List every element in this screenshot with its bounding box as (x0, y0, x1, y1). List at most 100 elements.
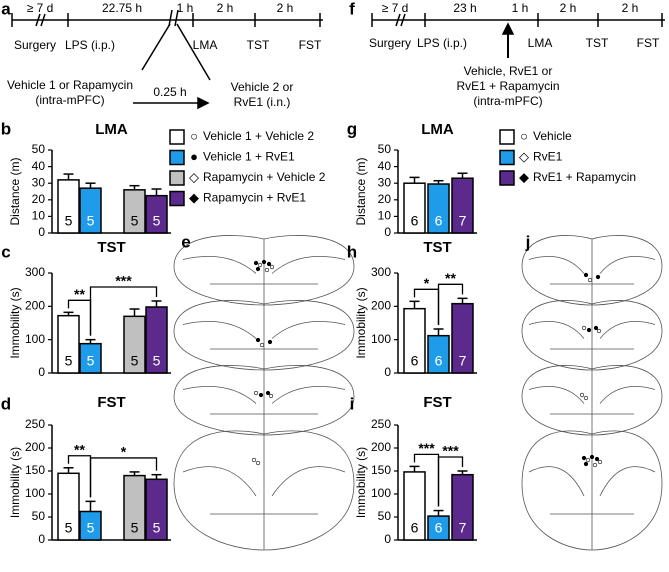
injection-site (265, 390, 271, 396)
y-tick-label: 50 (378, 509, 392, 523)
y-tick-label: 250 (371, 417, 391, 431)
significance-label: *** (115, 273, 132, 289)
injection-site (594, 456, 600, 462)
y-axis-label: Distance (m) (8, 157, 22, 225)
brain-section (521, 235, 663, 306)
time-label: 2 h (622, 1, 639, 15)
section-detail (182, 320, 346, 350)
legend-symbol: ◇ (189, 169, 199, 184)
treatment-label: Vehicle 1 or Rapamycin (7, 78, 133, 92)
n-label: 7 (459, 520, 467, 536)
injection-site (253, 260, 259, 266)
panel-letter: d (1, 394, 11, 413)
injection-site (596, 328, 602, 334)
legend-swatch (499, 170, 515, 186)
significance-label: ** (445, 270, 456, 286)
bar (79, 342, 102, 374)
legend-symbol: ◆ (519, 169, 529, 184)
treatment-label: (intra-mPFC) (35, 93, 104, 107)
n-label: 6 (411, 520, 419, 536)
y-tick-label: 300 (371, 265, 391, 279)
bar (123, 474, 146, 541)
n-label: 7 (459, 353, 467, 369)
panel-letter: j (525, 232, 531, 251)
y-tick-label: 0 (384, 365, 391, 379)
bar (451, 177, 474, 234)
significance-bracket (437, 456, 464, 507)
chart-title: LMA (95, 121, 128, 138)
chart-title: FST (97, 394, 125, 411)
significance-label: *** (418, 440, 435, 456)
y-tick-label: 50 (32, 142, 46, 156)
section-detail (528, 385, 656, 415)
significance-label: ** (74, 441, 85, 457)
panel-letter: h (347, 242, 357, 261)
injection-site (585, 457, 591, 463)
bar (403, 182, 426, 234)
y-tick-label: 200 (371, 299, 391, 313)
brain-section (173, 300, 355, 371)
panel-letter: g (347, 119, 357, 138)
treatment-label: RvE1 + Rapamycin (456, 79, 559, 93)
y-axis-label: Distance (m) (354, 157, 368, 225)
time-label: 22.75 h (102, 1, 142, 15)
legend-symbol: ◇ (519, 149, 529, 164)
treatment-label: (intra-mPFC) (473, 94, 542, 108)
y-tick-label: 30 (32, 175, 46, 189)
y-tick-label: 200 (371, 440, 391, 454)
bar (57, 472, 80, 541)
injection-site (259, 342, 265, 348)
break (35, 13, 46, 27)
arrowhead (197, 96, 210, 110)
treatment-label: Vehicle, RvE1 or (464, 64, 553, 78)
treatment-label: RvE1 (i.n.) (234, 95, 291, 109)
y-tick-label: 30 (378, 175, 392, 189)
y-tick-label: 0 (384, 532, 391, 546)
n-label: 5 (87, 353, 95, 369)
section-detail (182, 466, 346, 515)
bar (57, 179, 80, 234)
legend-label: Vehicle 1 + Vehicle 2 (203, 129, 314, 143)
n-label: 5 (65, 353, 73, 369)
injection-site (267, 339, 273, 345)
brain-section (173, 430, 355, 551)
n-label: 6 (435, 213, 443, 229)
n-label: 6 (411, 353, 419, 369)
n-label: 5 (153, 213, 161, 229)
treatment-label: Vehicle 2 or (231, 80, 294, 94)
y-tick-label: 40 (32, 159, 46, 173)
event-label: LMA (193, 38, 218, 52)
panel-letter: b (1, 119, 11, 138)
time-label: 2 h (277, 1, 294, 15)
significance-bracket (89, 286, 158, 336)
event-label: Surgery (369, 36, 411, 50)
bar (123, 189, 146, 234)
chart-title: TST (423, 239, 451, 256)
event-label: LPS (i.p.) (417, 36, 467, 50)
section-detail (528, 466, 656, 515)
legend-symbol: ◆ (189, 190, 199, 205)
legend-symbol: ○ (190, 128, 198, 143)
injection-site (261, 259, 267, 265)
chart-title: TST (97, 239, 125, 256)
bar (427, 183, 450, 234)
y-tick-label: 40 (378, 159, 392, 173)
time-label: 1 h (512, 1, 529, 15)
significance-label: * (424, 275, 430, 291)
injection-site (266, 261, 272, 267)
injection-site (583, 272, 589, 278)
legend-label: Rapamycin + RvE1 (203, 191, 306, 205)
n-label: 5 (87, 213, 95, 229)
injection-site (589, 454, 595, 460)
legend-swatch (169, 149, 185, 166)
legend-swatch (499, 149, 515, 166)
event-label: Surgery (14, 38, 56, 52)
panel-letter: c (1, 242, 10, 261)
brain-section (521, 300, 663, 371)
injection-site (595, 274, 601, 280)
legend-label: RvE1 + Rapamycin (533, 170, 636, 184)
n-label: 6 (435, 353, 443, 369)
y-tick-label: 100 (25, 332, 45, 346)
y-tick-label: 20 (378, 192, 392, 206)
